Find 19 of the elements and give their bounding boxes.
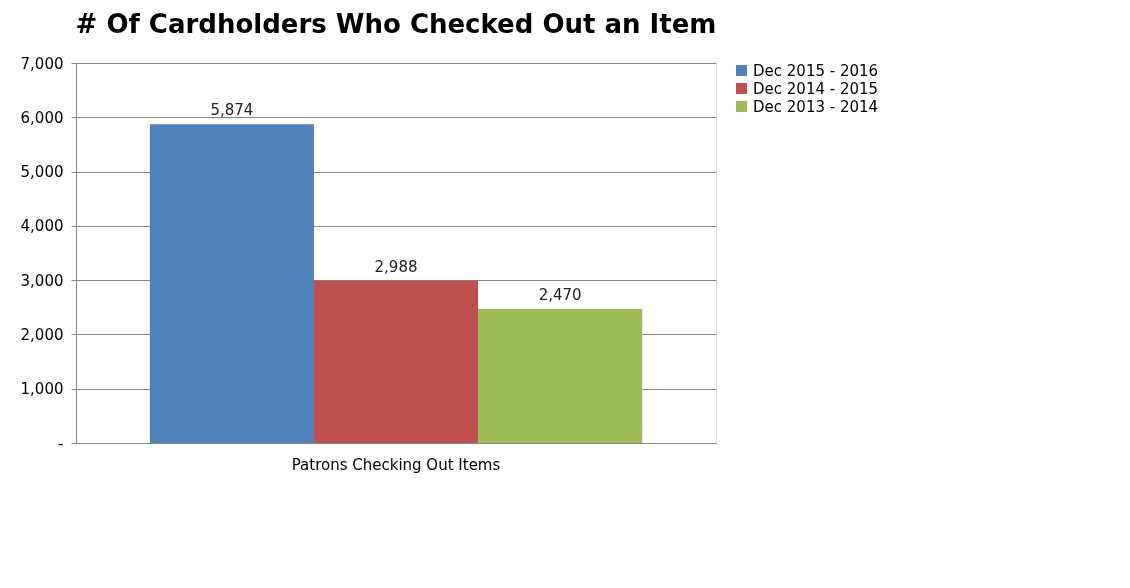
chart-title: # Of Cardholders Who Checked Out an Item [75, 9, 717, 39]
y-tick-label: 4,000 [20, 217, 64, 236]
y-tick-label: 5,000 [20, 163, 64, 182]
y-tick-label: 6,000 [20, 108, 64, 127]
legend-label: Dec 2014 - 2015 [753, 79, 879, 98]
y-tick-label: 3,000 [20, 271, 64, 290]
data-label: 2,988 [374, 257, 418, 276]
x-tick-label: Patrons Checking Out Items [291, 455, 501, 474]
data-label: 2,470 [538, 285, 582, 304]
legend-label: Dec 2015 - 2016 [753, 61, 879, 80]
bar [149, 124, 314, 443]
y-tick-label: 1,000 [20, 380, 64, 399]
bar [478, 308, 643, 443]
y-tick-label: - [58, 434, 64, 453]
bar [313, 280, 479, 443]
data-label: 5,874 [210, 101, 254, 120]
y-tick-label: 7,000 [20, 54, 64, 73]
y-tick-label: 2,000 [20, 325, 64, 344]
legend-label: Dec 2013 - 2014 [753, 97, 879, 116]
